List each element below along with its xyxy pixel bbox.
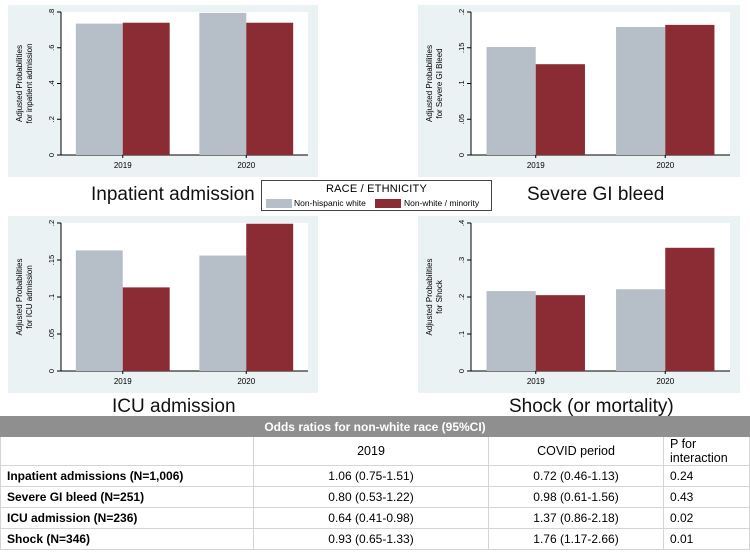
x-tick-label: 2020 [656,377,674,386]
table-cell-2019: 1.06 (0.75-1.51) [253,465,489,487]
y-axis-label: Adjusted Probabilities [15,45,24,122]
y-tick-label: .8 [47,9,56,15]
x-tick-label: 2020 [237,377,255,386]
bar-non-white-minority-2019 [122,287,170,371]
table-row: Inpatient admissions (N=1,006) 1.06 (0.7… [0,465,750,487]
legend-label-white: Non-hispanic white [294,198,366,208]
table-title: Odds ratios for non-white race (95%CI) [0,416,750,437]
y-tick-label: .1 [457,80,466,86]
bar-non-hispanic-white-2020 [199,255,247,371]
bar-non-white-minority-2020 [246,223,294,371]
bar-non-white-minority-2019 [535,295,585,371]
bar-non-hispanic-white-2020 [199,12,247,155]
table-row: Severe GI bleed (N=251) 0.80 (0.53-1.22)… [0,486,750,508]
table-cell-covid: 0.72 (0.46-1.13) [488,465,664,487]
chart-svg-inpatient: 0 .2 .4 .6 .8 Adjusted Probabilities for inpat… [15,9,308,170]
x-tick-label: 2019 [527,377,545,386]
y-axis-label: for inpatient admission [25,43,34,123]
bar-non-hispanic-white-2019 [75,23,123,156]
chart-panel-inpatient: 0 .2 .4 .6 .8 Adjusted Probabilities for inpat… [8,5,318,177]
chart-panel-icu: 0 .05 .1 .15 .2 Adjusted Probabilities for ICU… [8,216,318,393]
y-tick-label: 0 [47,369,56,373]
legend-swatch-minority [375,199,401,208]
table-cell-2019: 0.64 (0.41-0.98) [253,507,489,529]
y-axis-label: Adjusted Probabilities [425,259,434,336]
bar-non-hispanic-white-2019 [486,291,536,371]
y-tick-label: .6 [47,45,56,51]
caption-shock: Shock (or mortality) [509,396,674,417]
x-tick-label: 2019 [114,161,132,170]
chart-svg-gi-bleed: 0 .05 .1 .15 .2 Adjusted Probabilities for Sev… [425,9,730,170]
table-header-p: P for interaction [663,436,750,466]
bar-non-white-minority-2019 [535,64,585,155]
y-tick-label: .15 [457,43,466,53]
table-header-covid: COVID period [488,436,664,466]
y-axis-label: Adjusted Probabilities [15,259,24,336]
table-cell-2019: 0.93 (0.65-1.33) [253,528,489,550]
y-tick-label: .05 [47,329,56,339]
chart-panel-gi-bleed: 0 .05 .1 .15 .2 Adjusted Probabilities for Sev… [418,5,740,177]
y-tick-label: .1 [457,331,466,337]
bar-non-white-minority-2020 [665,247,715,371]
legend-swatch-white [266,199,292,208]
chart-svg-shock: 0 .1 .2 .3 .4 Adjusted Probabilities for Shock… [425,220,730,386]
y-tick-label: .4 [47,80,56,86]
table-title-row: Odds ratios for non-white race (95%CI) [0,416,750,437]
table-cell-p: 0.01 [663,528,750,550]
caption-inpatient: Inpatient admission [91,184,255,205]
bar-non-hispanic-white-2019 [486,47,536,155]
legend-label-minority: Non-white / minority [404,198,480,208]
x-tick-label: 2020 [656,161,674,170]
table-header-2019: 2019 [253,436,489,466]
y-tick-label: .2 [457,294,466,300]
table-cell-covid: 1.37 (0.86-2.18) [488,507,664,529]
y-tick-label: 0 [47,153,56,157]
table-cell-2019: 0.80 (0.53-1.22) [253,486,489,508]
table-cell-covid: 1.76 (1.17-2.66) [488,528,664,550]
table-header-empty [0,436,254,466]
bar-non-hispanic-white-2019 [75,250,123,371]
table-row-label: Shock (N=346) [0,528,254,550]
bar-non-white-minority-2020 [246,22,294,155]
y-axis-label: for Shock [435,279,444,314]
x-tick-label: 2020 [237,161,255,170]
y-tick-label: .2 [457,9,466,15]
x-tick-label: 2019 [527,161,545,170]
bar-non-hispanic-white-2020 [616,289,666,371]
table-cell-p: 0.02 [663,507,750,529]
caption-gi-bleed: Severe GI bleed [527,184,665,205]
y-tick-label: .15 [47,255,56,265]
legend-title: RACE / ETHNICITY [326,183,427,195]
bar-non-hispanic-white-2020 [616,27,666,155]
odds-ratio-table: Odds ratios for non-white race (95%CI) 2… [0,416,750,550]
table-header-row: 2019 COVID period P for interaction [0,436,750,466]
table-cell-p: 0.43 [663,486,750,508]
y-tick-label: .05 [457,114,466,124]
y-tick-label: 0 [457,369,466,373]
y-axis-label: for ICU admission [25,265,34,329]
y-tick-label: .3 [457,257,466,263]
y-tick-label: 0 [457,153,466,157]
y-tick-label: .1 [47,294,56,300]
table-row-label: Inpatient admissions (N=1,006) [0,465,254,487]
chart-svg-icu: 0 .05 .1 .15 .2 Adjusted Probabilities for ICU… [15,220,308,386]
caption-icu: ICU admission [112,396,236,417]
legend: RACE / ETHNICITY Non-hispanic white Non-… [261,180,492,211]
table-row-label: Severe GI bleed (N=251) [0,486,254,508]
table-row: ICU admission (N=236) 0.64 (0.41-0.98) 1… [0,507,750,529]
y-tick-label: .2 [47,116,56,122]
chart-panel-shock: 0 .1 .2 .3 .4 Adjusted Probabilities for Shock… [418,216,740,393]
table-row-label: ICU admission (N=236) [0,507,254,529]
x-tick-label: 2019 [114,377,132,386]
bar-non-white-minority-2020 [665,24,715,156]
y-axis-label: for Severe GI Bleed [435,48,444,118]
table-cell-covid: 0.98 (0.61-1.56) [488,486,664,508]
table-cell-p: 0.24 [663,465,750,487]
bar-non-white-minority-2019 [122,22,170,155]
y-tick-label: .4 [457,220,466,226]
y-tick-label: .2 [47,220,56,226]
y-axis-label: Adjusted Probabilities [425,45,434,122]
table-row: Shock (N=346) 0.93 (0.65-1.33) 1.76 (1.1… [0,528,750,550]
